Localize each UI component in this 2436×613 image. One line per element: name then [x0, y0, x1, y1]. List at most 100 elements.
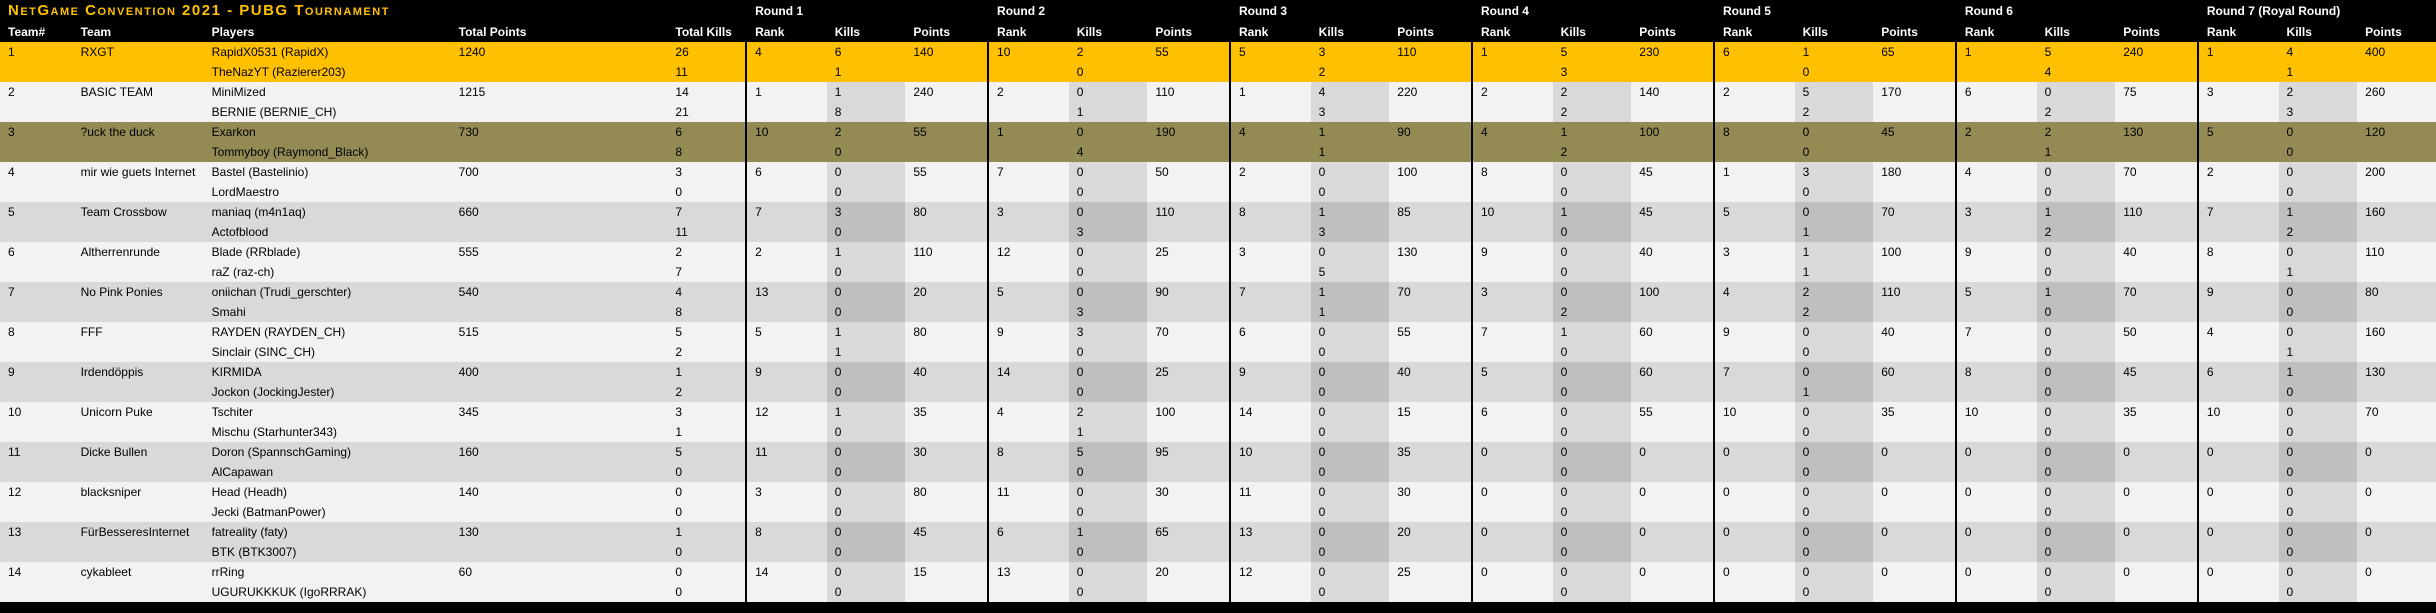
round-points-cell [1631, 542, 1714, 562]
round-rank-cell: 1 [1954, 42, 2037, 62]
round-rank-cell: 6 [1470, 402, 1553, 422]
round-kills-cell: 0 [1068, 262, 1148, 282]
total-kills-cell: 5 [667, 322, 747, 342]
team-number-cell [0, 382, 73, 402]
team-name-cell: Altherrenrunde [72, 242, 204, 262]
round-points-cell [905, 142, 989, 162]
round-kills-cell: 0 [2036, 462, 2116, 482]
round-rank-cell: 0 [1954, 522, 2037, 542]
round-kills-cell: 1 [2036, 282, 2116, 302]
round-rank-cell [745, 182, 827, 202]
team-name-cell [72, 422, 204, 442]
round-rank-cell [987, 182, 1069, 202]
round-points-cell: 45 [905, 522, 989, 542]
round-rank-cell [1229, 142, 1311, 162]
team-number-cell [0, 582, 73, 602]
round-points-cell: 110 [2357, 242, 2436, 262]
round-kills-cell: 0 [1310, 182, 1390, 202]
round-kills-cell: 0 [2036, 402, 2116, 422]
round-points-cell: 20 [1147, 562, 1231, 582]
total-points-cell [450, 542, 668, 562]
table-row: 7 No Pink Ponies oniichan (Trudi_gerschter… [0, 282, 2436, 302]
round-points-cell: 55 [905, 122, 989, 142]
round-kills-cell: 0 [2278, 522, 2358, 542]
round-kills-cell: 0 [2278, 562, 2358, 582]
round-rank-cell: 10 [1712, 402, 1795, 422]
round-points-cell [1389, 262, 1472, 282]
round-points-cell [1147, 142, 1231, 162]
round-rank-cell [2196, 542, 2279, 562]
total-points-cell: 1215 [450, 82, 668, 102]
round-rank-cell [1229, 582, 1311, 602]
table-row: raZ (raz-ch) 7 0 0 5 0 1 0 1 [0, 262, 2436, 282]
col-round-kills: Kills [834, 25, 861, 39]
round-points-cell [1873, 102, 1956, 122]
total-kills-cell: 21 [667, 102, 747, 122]
round-rank-cell [1954, 262, 2037, 282]
round-kills-cell: 5 [1552, 42, 1632, 62]
round-points-cell: 120 [2357, 122, 2436, 142]
round-kills-cell: 2 [1068, 402, 1148, 422]
total-points-cell: 345 [450, 402, 668, 422]
round-points-cell: 70 [1389, 282, 1472, 302]
round-points-cell: 65 [1147, 522, 1231, 542]
round-rank-cell: 14 [1229, 402, 1311, 422]
total-kills-cell: 26 [667, 42, 747, 62]
round-rank-cell [1229, 302, 1311, 322]
table-row: Tommyboy (Raymond_Black) 8 0 4 1 2 0 1 0 [0, 142, 2436, 162]
round-points-cell [1389, 302, 1472, 322]
round-points-cell: 60 [1631, 362, 1714, 382]
round-rank-cell: 4 [1470, 122, 1553, 142]
round-points-cell: 80 [905, 322, 989, 342]
round-points-cell: 130 [1389, 242, 1472, 262]
round-points-cell [2357, 582, 2436, 602]
round-kills-cell: 8 [826, 102, 906, 122]
round-rank-cell: 12 [1229, 562, 1311, 582]
total-kills-cell: 11 [667, 222, 747, 242]
round-kills-cell: 3 [1068, 222, 1148, 242]
total-points-cell [450, 462, 668, 482]
round-rank-cell [1954, 342, 2037, 362]
table-row: 9 Irdendöppis KIRMIDA 400 1 9 0 40 14 0 25 9 0 40 5 0 60… [0, 362, 2436, 382]
round-rank-cell: 3 [1712, 242, 1795, 262]
round-kills-cell: 0 [2036, 502, 2116, 522]
round-kills-cell: 0 [826, 582, 906, 602]
round-rank-cell [1229, 102, 1311, 122]
round-kills-cell: 0 [1794, 62, 1874, 82]
round-rank-cell: 0 [1954, 442, 2037, 462]
round-points-cell [2357, 302, 2436, 322]
round-points-cell [2115, 382, 2198, 402]
round-kills-cell: 2 [1552, 102, 1632, 122]
round-kills-cell: 0 [1794, 522, 1874, 542]
table-row: 8 FFF RAYDEN (RAYDEN_CH) 515 5 5 1 80 9 3 70 6 0 55 7 1… [0, 322, 2436, 342]
col-round-kills: Kills [1802, 25, 1828, 39]
round-rank-cell: 5 [2196, 122, 2279, 142]
round-points-cell: 190 [1147, 122, 1231, 142]
round-rank-cell [1712, 542, 1795, 562]
round-kills-cell: 1 [1310, 302, 1390, 322]
round-rank-cell: 0 [1712, 442, 1795, 462]
round-kills-cell: 0 [826, 542, 906, 562]
round-kills-cell: 0 [1068, 382, 1148, 402]
total-points-cell [450, 422, 668, 442]
total-points-cell: 400 [450, 362, 668, 382]
round-rank-cell: 6 [987, 522, 1069, 542]
round-rank-cell: 7 [1470, 322, 1553, 342]
round-kills-cell: 0 [1552, 282, 1632, 302]
round-rank-cell: 7 [1229, 282, 1311, 302]
round-points-cell: 110 [1389, 42, 1472, 62]
round-rank-cell: 13 [745, 282, 827, 302]
round-rank-cell [987, 342, 1069, 362]
round-points-cell: 45 [2115, 362, 2198, 382]
round-rank-cell: 0 [1470, 442, 1553, 462]
round-kills-cell: 0 [1068, 362, 1148, 382]
table-row: 4 mir wie guets Internet Bastel (Bastelini… [0, 162, 2436, 182]
round-kills-cell: 0 [1068, 62, 1148, 82]
round-points-cell [1147, 102, 1231, 122]
col-round-points: Points [1397, 25, 1434, 39]
round-rank-cell [745, 102, 827, 122]
team-number-cell: 12 [0, 482, 73, 502]
round-rank-cell [1470, 422, 1553, 442]
round-kills-cell: 5 [2036, 42, 2116, 62]
team-name-cell: RXGT [72, 42, 204, 62]
